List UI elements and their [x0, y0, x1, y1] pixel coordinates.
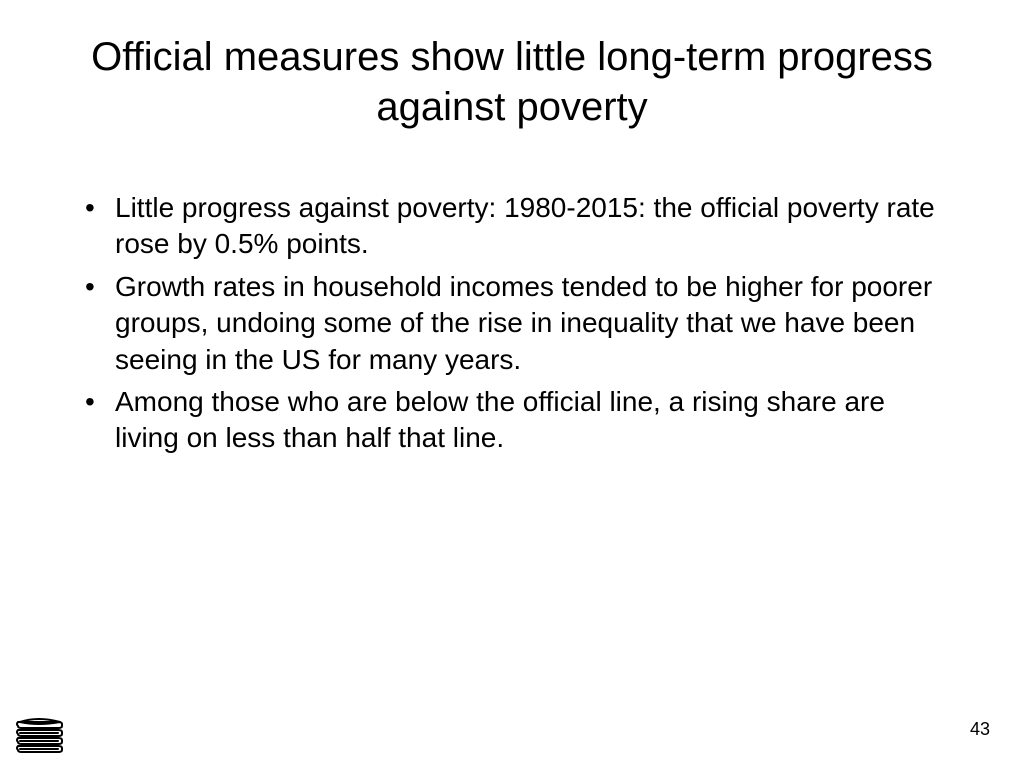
- list-item: Among those who are below the official l…: [75, 384, 949, 457]
- slide: Official measures show little long-term …: [0, 0, 1024, 768]
- list-item: Little progress against poverty: 1980-20…: [75, 190, 949, 263]
- page-number: 43: [970, 719, 990, 740]
- books-icon: [14, 712, 66, 756]
- slide-title: Official measures show little long-term …: [0, 32, 1024, 132]
- slide-body: Little progress against poverty: 1980-20…: [75, 190, 949, 463]
- bullet-list: Little progress against poverty: 1980-20…: [75, 190, 949, 457]
- list-item: Growth rates in household incomes tended…: [75, 269, 949, 378]
